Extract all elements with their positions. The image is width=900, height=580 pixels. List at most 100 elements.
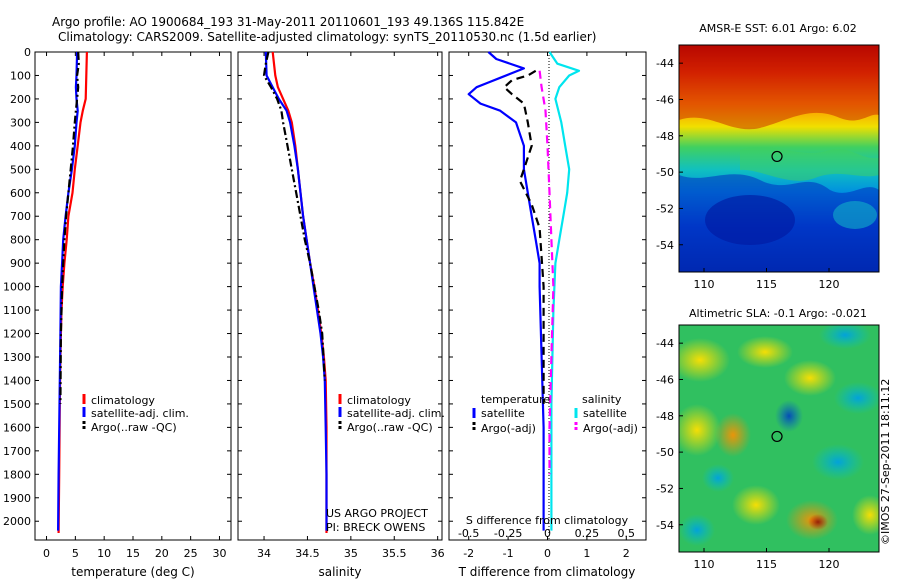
difference-legend: temperature satellite Argo(-adj) salinit… <box>472 393 638 435</box>
y-tick-label: 100 <box>10 69 31 82</box>
y-tick-label: 700 <box>10 210 31 223</box>
sst-map-title: AMSR-E SST: 6.01 Argo: 6.02 <box>699 22 857 35</box>
sst-argo-marker <box>771 150 783 163</box>
x-tick-label: 34.5 <box>295 547 320 560</box>
temperature-axis-ticks: 0 5 10 15 20 25 300100200300400500600700800900… <box>3 46 231 560</box>
salinity-legend: climatology satellite-adj. clim. Argo(..… <box>338 394 445 434</box>
x-tick-label: 30 <box>212 547 226 560</box>
sst-map-image <box>679 45 879 272</box>
legend-label-satellite: satellite-adj. clim. <box>347 407 445 420</box>
x-tick-label: 34 <box>257 547 271 560</box>
legend-label-argo: Argo(..raw -QC) <box>91 421 177 434</box>
y-tick-label: 300 <box>10 116 31 129</box>
map-x-tick-label: 120 <box>819 558 840 571</box>
difference-xlabel: T difference from climatology <box>458 565 636 579</box>
y-tick-label: 1000 <box>3 281 31 294</box>
x-tick-label: 5 <box>72 547 79 560</box>
y-tick-label: 900 <box>10 257 31 270</box>
legend-label-sal-argo: Argo(-adj) <box>583 422 638 435</box>
map-y-tick-label: -52 <box>656 202 674 215</box>
map-x-tick-label: 110 <box>694 278 715 291</box>
salinity-xlabel: salinity <box>318 565 361 579</box>
x-tick-label: 20 <box>155 547 169 560</box>
legend-salinity-heading: salinity <box>582 393 622 406</box>
map-y-tick-label: -46 <box>656 373 674 386</box>
figure-title-line1: Argo profile: AO 1900684_193 31-May-2011… <box>52 15 524 29</box>
x-tick-label: 35.5 <box>382 547 407 560</box>
y-tick-label: 1600 <box>3 421 31 434</box>
map-y-tick-label: -52 <box>656 482 674 495</box>
map-y-tick-label: -46 <box>656 93 674 106</box>
y-tick-label: 400 <box>10 140 31 153</box>
x-tick-label: 0 <box>43 547 50 560</box>
series-line-satellite-adj-clim- <box>264 51 328 531</box>
legend-label-satellite: satellite-adj. clim. <box>91 407 189 420</box>
map-y-tick-label: -50 <box>656 446 674 459</box>
y-tick-label: 1100 <box>3 304 31 317</box>
y-tick-label: 600 <box>10 187 31 200</box>
map-y-tick-label: -50 <box>656 166 674 179</box>
series-line-salinity-argo-adj- <box>538 70 555 475</box>
x-tick-label: 15 <box>126 547 140 560</box>
x2-tick-label: 0 <box>544 527 551 540</box>
series-line-temperature-satellite <box>467 51 545 531</box>
imos-timestamp: ©IMOS 27-Sep-2011 18:11:12 <box>879 379 892 545</box>
salinity-panel <box>237 51 443 541</box>
y-tick-label: 1400 <box>3 374 31 387</box>
legend-label-argo: Argo(..raw -QC) <box>347 421 433 434</box>
legend-label-climatology: climatology <box>347 394 411 407</box>
y-tick-label: 1200 <box>3 328 31 341</box>
legend-label-sal-satellite: satellite <box>583 407 627 420</box>
y-tick-label: 0 <box>24 46 31 59</box>
sst-map-frame <box>678 44 880 273</box>
difference-x2label: S difference from climatology <box>466 514 629 527</box>
series-line-salinity-satellite <box>548 51 581 531</box>
y-tick-label: 1900 <box>3 492 31 505</box>
difference-panel <box>448 51 647 541</box>
y-tick-label: 500 <box>10 163 31 176</box>
sla-map-frame <box>678 324 880 553</box>
y-tick-label: 1500 <box>3 398 31 411</box>
map-y-tick-label: -54 <box>656 519 674 532</box>
x-tick-label: 0 <box>544 547 551 560</box>
difference-axis-ticks: -2 -1 0 1 2 -0.5 -0.25 0 0.25 0.5 <box>449 51 646 560</box>
x-tick-label: 2 <box>623 547 630 560</box>
map-x-tick-label: 110 <box>694 558 715 571</box>
x2-tick-label: -0.25 <box>494 527 522 540</box>
series-line-argo-raw-qc- <box>262 51 326 381</box>
y-tick-label: 2000 <box>3 515 31 528</box>
y-tick-label: 200 <box>10 93 31 106</box>
x-tick-label: 1 <box>583 547 590 560</box>
map-y-tick-label: -44 <box>656 57 674 70</box>
legend-label-climatology: climatology <box>91 394 155 407</box>
series-line-temperature-argo-adj- <box>503 69 545 404</box>
temperature-profiles <box>57 51 88 534</box>
temperature-legend: climatology satellite-adj. clim. Argo(..… <box>82 394 189 434</box>
legend-label-temp-argo: Argo(-adj) <box>481 422 536 435</box>
x2-tick-label: 0.25 <box>575 527 600 540</box>
x-tick-label: 36 <box>431 547 445 560</box>
map-y-tick-label: -48 <box>656 130 674 143</box>
x-tick-label: -2 <box>463 547 474 560</box>
salinity-profiles <box>262 51 328 533</box>
y-tick-label: 1300 <box>3 351 31 364</box>
legend-label-temp-satellite: satellite <box>481 407 525 420</box>
map-y-tick-label: -44 <box>656 337 674 350</box>
map-x-tick-label: 120 <box>819 278 840 291</box>
x-tick-label: 10 <box>97 547 111 560</box>
y-tick-label: 800 <box>10 234 31 247</box>
map-y-tick-label: -54 <box>656 239 674 252</box>
x-tick-label: -1 <box>503 547 514 560</box>
map-x-tick-label: 115 <box>756 278 777 291</box>
sla-map-title: Altimetric SLA: -0.1 Argo: -0.021 <box>689 307 867 320</box>
sla-map-image <box>679 325 879 552</box>
x-tick-label: 35 <box>344 547 358 560</box>
x2-tick-label: 0.5 <box>618 527 636 540</box>
difference-profiles <box>467 51 581 531</box>
map-y-tick-label: -48 <box>656 410 674 423</box>
figure-title-line2: Climatology: CARS2009. Satellite-adjuste… <box>58 30 596 44</box>
legend-temperature-heading: temperature <box>481 393 550 406</box>
sla-argo-marker <box>771 430 783 443</box>
x-tick-label: 25 <box>184 547 198 560</box>
